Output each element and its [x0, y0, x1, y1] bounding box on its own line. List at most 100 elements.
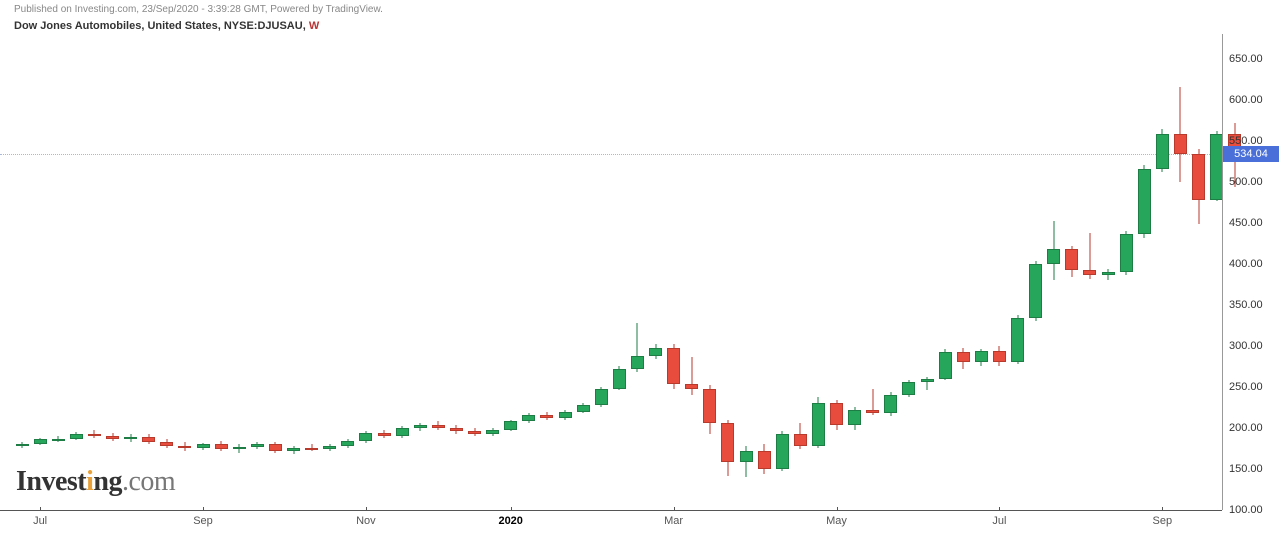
candle-body [921, 379, 934, 382]
candle-body [1065, 249, 1078, 270]
candle[interactable] [486, 34, 499, 510]
candle[interactable] [577, 34, 590, 510]
candle[interactable] [142, 34, 155, 510]
candle[interactable] [1138, 34, 1151, 510]
candle-body [631, 356, 644, 369]
candle[interactable] [685, 34, 698, 510]
candle[interactable] [866, 34, 879, 510]
candle[interactable] [613, 34, 626, 510]
x-tick: May [826, 515, 847, 527]
candle[interactable] [1192, 34, 1205, 510]
candle-body [504, 421, 517, 429]
candle[interactable] [124, 34, 137, 510]
candle[interactable] [287, 34, 300, 510]
candle[interactable] [939, 34, 952, 510]
candle[interactable] [649, 34, 662, 510]
candle[interactable] [522, 34, 535, 510]
candle-body [721, 423, 734, 462]
logo-text: Invest [16, 466, 86, 497]
x-tick: Sep [193, 515, 213, 527]
candle-body [884, 395, 897, 413]
candle[interactable] [667, 34, 680, 510]
candle[interactable] [559, 34, 572, 510]
candle[interactable] [106, 34, 119, 510]
candle[interactable] [1083, 34, 1096, 510]
candle[interactable] [468, 34, 481, 510]
candle-body [1047, 249, 1060, 264]
candle[interactable] [52, 34, 65, 510]
candle-body [178, 446, 191, 448]
candle-body [975, 351, 988, 362]
candle-body [251, 444, 264, 446]
candle[interactable] [884, 34, 897, 510]
candle-body [1083, 270, 1096, 275]
candle[interactable] [1174, 34, 1187, 510]
y-axis: 100.00150.00200.00250.00300.00350.00400.… [1222, 34, 1281, 510]
candle-body [866, 410, 879, 413]
candle[interactable] [16, 34, 29, 510]
candle[interactable] [703, 34, 716, 510]
candle[interactable] [1102, 34, 1115, 510]
candle-body [1174, 134, 1187, 154]
candle[interactable] [848, 34, 861, 510]
candle[interactable] [1029, 34, 1042, 510]
candle[interactable] [450, 34, 463, 510]
candle-body [613, 369, 626, 389]
candle[interactable] [993, 34, 1006, 510]
candle[interactable] [396, 34, 409, 510]
candle[interactable] [1120, 34, 1133, 510]
candle[interactable] [215, 34, 228, 510]
candle[interactable] [88, 34, 101, 510]
candle-body [559, 412, 572, 419]
candle[interactable] [631, 34, 644, 510]
candle[interactable] [414, 34, 427, 510]
candle-body [106, 436, 119, 439]
y-tick: 100.00 [1229, 504, 1263, 516]
candle[interactable] [975, 34, 988, 510]
plot-area[interactable] [0, 34, 1222, 510]
candle[interactable] [1047, 34, 1060, 510]
candle-body [142, 437, 155, 442]
candle[interactable] [70, 34, 83, 510]
candle-body [287, 448, 300, 450]
investing-logo: Investing.com [16, 466, 175, 498]
candle[interactable] [776, 34, 789, 510]
candle[interactable] [178, 34, 191, 510]
candle[interactable] [902, 34, 915, 510]
candle-body [1011, 318, 1024, 362]
candle[interactable] [721, 34, 734, 510]
candle[interactable] [378, 34, 391, 510]
candle[interactable] [251, 34, 264, 510]
candle[interactable] [740, 34, 753, 510]
candle-body [577, 405, 590, 412]
candle[interactable] [1011, 34, 1024, 510]
candle[interactable] [305, 34, 318, 510]
candle[interactable] [758, 34, 771, 510]
candle[interactable] [921, 34, 934, 510]
candle-body [215, 444, 228, 449]
candle[interactable] [830, 34, 843, 510]
candle-body [414, 425, 427, 428]
candle-body [233, 447, 246, 449]
candle[interactable] [595, 34, 608, 510]
candle[interactable] [160, 34, 173, 510]
candle[interactable] [197, 34, 210, 510]
candle[interactable] [957, 34, 970, 510]
candle[interactable] [504, 34, 517, 510]
candle-body [830, 403, 843, 424]
candle[interactable] [1156, 34, 1169, 510]
candle[interactable] [359, 34, 372, 510]
candle[interactable] [432, 34, 445, 510]
candle[interactable] [794, 34, 807, 510]
candle[interactable] [1065, 34, 1078, 510]
candle[interactable] [341, 34, 354, 510]
candle[interactable] [812, 34, 825, 510]
candle[interactable] [540, 34, 553, 510]
timeframe-label: W [309, 20, 319, 32]
candle[interactable] [323, 34, 336, 510]
candle-body [160, 442, 173, 446]
candle[interactable] [34, 34, 47, 510]
candle[interactable] [269, 34, 282, 510]
candle-body [450, 428, 463, 431]
candle[interactable] [233, 34, 246, 510]
